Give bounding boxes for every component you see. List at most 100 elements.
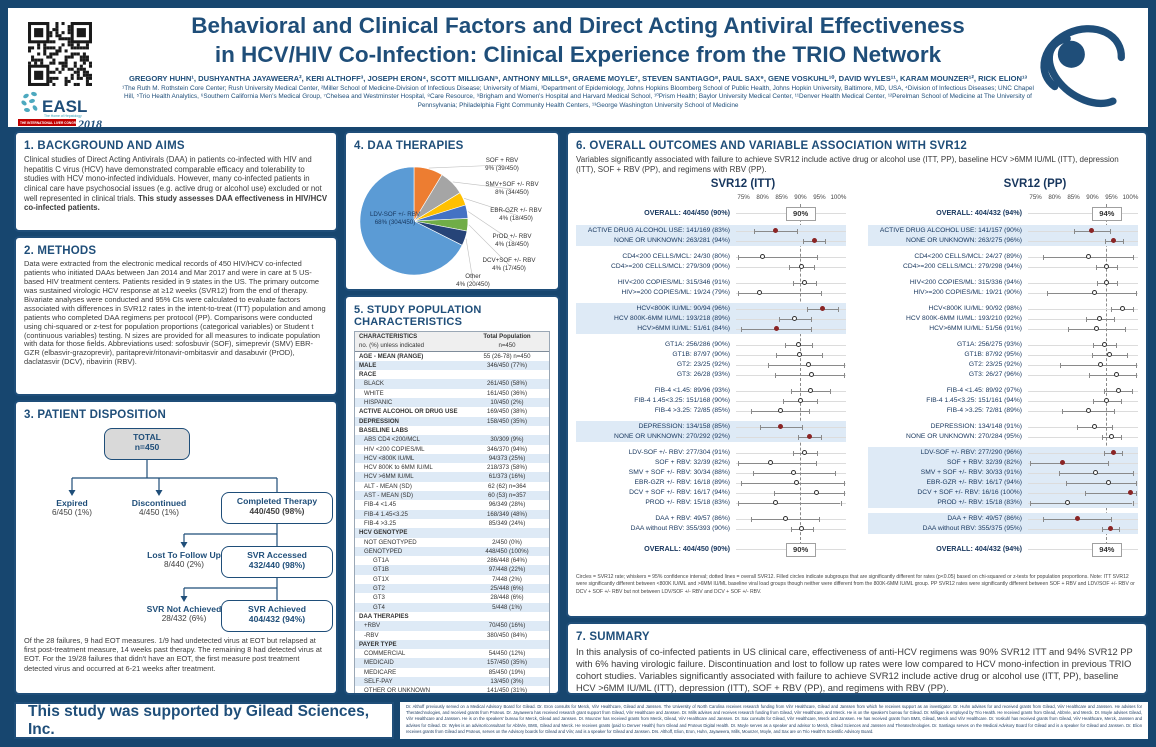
pie-label: SMV+SOF +/- RBV 8% (34/450) xyxy=(485,181,539,197)
row-label: HCV 800K to 6MM IU/ML xyxy=(364,464,433,472)
forest-point-open xyxy=(1104,398,1110,404)
forest-overall-value-box: 90% xyxy=(785,542,816,557)
flow-svr-achieved-label: SVR Achieved xyxy=(248,604,306,614)
forest-row-label: NONE OR UNKNOWN: 263/281 (94%) xyxy=(614,237,730,244)
forest-row-label: HIV>=200 COPIES/ML: 19/21 (90%) xyxy=(913,289,1022,296)
population-table: CHARACTERISTICS Total Population no. (%)… xyxy=(354,331,550,693)
forest-point-filled xyxy=(1059,460,1065,466)
axis-tick-label: 85% xyxy=(1067,193,1080,201)
forest-footnote: Circles = SVR12 rate; whiskers = 95% con… xyxy=(576,573,1135,595)
daa-pie-chart: SOF + RBV 9% (39/450) SMV+SOF +/- RBV 8% (3… xyxy=(354,155,554,288)
table-row: MALE 346/450 (77%) xyxy=(355,360,549,371)
forest-row-label: EBR-GZR +/- RBV: 16/17 (94%) xyxy=(926,479,1022,486)
flow-completed-value: 440/450 (98%) xyxy=(249,506,305,516)
forest-overall-label: OVERALL: 404/450 (90%) xyxy=(644,543,730,553)
forest-point-open xyxy=(1097,362,1103,368)
forest-point-filled xyxy=(1089,228,1095,234)
table-row: +RBV 70/450 (16%) xyxy=(355,621,549,631)
svg-text:The Home of Hepatology: The Home of Hepatology xyxy=(44,114,82,118)
axis-tick-label: 100% xyxy=(1122,193,1139,201)
header-band: EASL The Home of Hepatology THE INTERNAT… xyxy=(8,8,1148,131)
forest-row-label: GT1A: 256/286 (90%) xyxy=(664,341,730,348)
trio-network-logo xyxy=(1040,25,1125,108)
forest-row-label: DAA + RBV: 49/57 (86%) xyxy=(947,515,1022,522)
table-row: GT3 28/448 (6%) xyxy=(355,593,549,602)
forest-overall-label: OVERALL: 404/450 (90%) xyxy=(644,207,730,217)
row-value: 448/450 (100%) xyxy=(485,547,529,555)
forest-point-open xyxy=(808,372,814,378)
forest-point-open xyxy=(1107,352,1113,358)
table-row: SELF-PAY 13/450 (3%) xyxy=(355,676,549,687)
disclosures-box: Dr. Althoff previously served on a Medic… xyxy=(400,702,1148,739)
affiliation-list: ¹The Ruth M. Rothstein Core Center; Rush… xyxy=(122,84,1034,109)
forest-row-label: GT2: 23/25 (92%) xyxy=(676,361,730,368)
background-body-bold: This study assesses DAA effectiveness in… xyxy=(24,193,328,213)
forest-overall-value-box: 90% xyxy=(785,206,816,221)
row-value: 28/448 (6%) xyxy=(490,594,524,602)
pie-label: LDV-SOF +/- RBV 68% (304/450) xyxy=(369,211,421,227)
row-value: 70/450 (16%) xyxy=(488,622,526,630)
forest-title: SVR12 (ITT) xyxy=(710,177,776,190)
forest-point-open xyxy=(760,254,766,260)
forest-point-open xyxy=(813,490,819,496)
section-methods: 2. METHODS Data were extracted from the … xyxy=(14,236,338,396)
forest-row-label: DEPRESSION: 134/148 (91%) xyxy=(930,423,1022,430)
forest-row-label: FIB-4 1.45<3.25: 151/161 (94%) xyxy=(926,397,1022,404)
flow-node-svr-accessed: SVR Accessed 432/440 (98%) xyxy=(221,546,333,578)
row-label: BASELINE LABS xyxy=(359,426,409,434)
row-label: AGE - MEAN (RANGE) xyxy=(359,352,424,360)
table-row: BASELINE LABS xyxy=(355,426,549,435)
table-row: -RBV 380/450 (84%) xyxy=(355,631,549,640)
forest-point-open xyxy=(801,280,807,286)
table-row: RACE xyxy=(355,370,549,379)
flow-node-lost: Lost To Follow Up 8/440 (2%) xyxy=(129,550,239,569)
forest-row-label: HIV<200 COPIES/ML: 315/346 (91%) xyxy=(617,279,730,286)
flow-node-svr-achieved: SVR Achieved 404/432 (94%) xyxy=(221,600,333,632)
row-value: 169/450 (38%) xyxy=(487,408,527,416)
section-disposition: 3. PATIENT DISPOSITION xyxy=(14,400,338,695)
forest-point-filled xyxy=(1110,450,1116,456)
row-label: SELF-PAY xyxy=(364,677,393,685)
table-row: HCV <800K IU/ML 94/373 (25%) xyxy=(355,453,549,464)
forest-point-open xyxy=(808,388,814,394)
easl-wordmark: EASL xyxy=(42,97,87,116)
row-label: HIV <200 COPIES/ML xyxy=(364,445,425,453)
funding-statement: This study was supported by Gilead Scien… xyxy=(28,702,370,738)
forest-plots: SVR12 (ITT) 75% 80% 85% 90% 95% 100% OVERALL: 4… xyxy=(576,178,1142,570)
table-row: HCV 800K to 6MM IU/ML 218/373 (58%) xyxy=(355,463,549,472)
forest-point-open xyxy=(1092,424,1098,430)
easl-logo: EASL The Home of Hepatology THE INTERNAT… xyxy=(18,90,118,132)
flow-total-value: n=450 xyxy=(134,442,160,452)
row-label: GT1X xyxy=(373,575,389,583)
row-label: WHITE xyxy=(364,389,384,397)
forest-row-label: FIB-4 1.45<3.25: 151/168 (90%) xyxy=(634,397,730,404)
forest-row-label: FIB-4 >3.25: 72/81 (89%) xyxy=(946,407,1022,414)
table-row: BLACK 261/450 (58%) xyxy=(355,379,549,389)
row-value: 54/450 (12%) xyxy=(488,650,526,658)
table-row: MEDICARE 85/450 (19%) xyxy=(355,668,549,677)
table-row: HIV <200 COPIES/ML 346/370 (94%) xyxy=(355,445,549,454)
section-background: 1. BACKGROUND AND AIMS Clinical studies … xyxy=(14,131,338,232)
forest-overall-dashed-line xyxy=(799,203,801,550)
table-row: FIB-4 >3.25 85/349 (24%) xyxy=(355,519,549,528)
row-label: ACTIVE ALCOHOL OR DRUG USE xyxy=(359,408,458,416)
row-value: 13/450 (3%) xyxy=(490,677,524,685)
pie-slice xyxy=(359,166,463,276)
row-value: 158/450 (35%) xyxy=(487,417,527,425)
background-body: Clinical studies of Direct Acting Antivi… xyxy=(24,155,322,203)
poster-title-line1: Behavioral and Clinical Factors and Dire… xyxy=(191,13,965,38)
pie-svg xyxy=(359,164,517,282)
row-label: ALT - MEAN (SD) xyxy=(364,482,412,490)
flow-svr-not-achieved-value: 28/432 (6%) xyxy=(161,614,207,623)
row-label: MEDICARE xyxy=(364,668,397,676)
forest-row-label: SOF + RBV: 32/39 (82%) xyxy=(654,459,730,466)
outcomes-intro: Variables significantly associated with … xyxy=(576,155,1119,174)
table-row: GT2 25/448 (6%) xyxy=(355,584,549,594)
pie-label: PrOD +/- RBV 4% (18/450) xyxy=(492,233,532,249)
funding-statement-box: This study was supported by Gilead Scien… xyxy=(14,702,394,739)
axis-tick-label: 95% xyxy=(813,193,826,201)
section-outcomes: 6. OVERALL OUTCOMES AND VARIABLE ASSOCIA… xyxy=(566,131,1148,618)
flow-node-expired: Expired 6/450 (1%) xyxy=(32,498,112,517)
section-summary-heading: 7. SUMMARY xyxy=(576,631,650,643)
row-label: ABS CD4 <200/MCL xyxy=(364,436,421,444)
